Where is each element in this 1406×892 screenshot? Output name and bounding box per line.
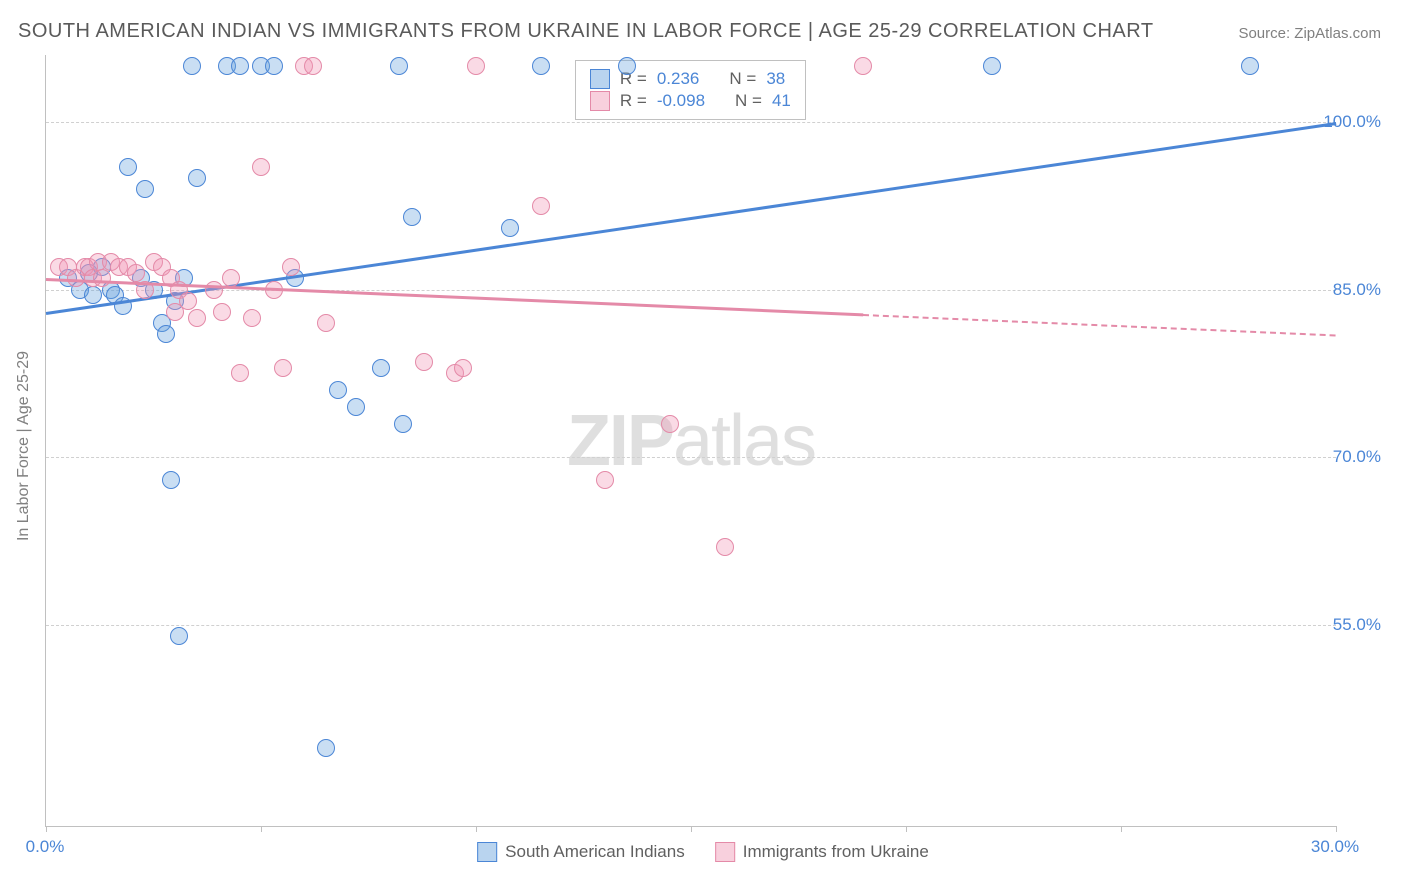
scatter-marker [243, 309, 261, 327]
gridline [46, 625, 1336, 626]
y-tick-label: 55.0% [1333, 615, 1381, 635]
scatter-marker [532, 197, 550, 215]
x-tick [476, 826, 477, 832]
scatter-marker [252, 158, 270, 176]
y-tick-label: 70.0% [1333, 447, 1381, 467]
chart-source: Source: ZipAtlas.com [1238, 25, 1381, 42]
scatter-marker [467, 57, 485, 75]
stats-box: R = 0.236 N = 38 R = -0.098 N = 41 [575, 60, 806, 120]
gridline [46, 290, 1336, 291]
scatter-marker [157, 325, 175, 343]
scatter-marker [231, 57, 249, 75]
swatch-pink [715, 842, 735, 862]
stats-row-series-1: R = -0.098 N = 41 [590, 91, 791, 111]
scatter-marker [372, 359, 390, 377]
y-tick-label: 100.0% [1323, 112, 1381, 132]
gridline [46, 122, 1336, 123]
x-tick [691, 826, 692, 832]
scatter-marker [265, 57, 283, 75]
legend-item-1: Immigrants from Ukraine [715, 842, 929, 862]
scatter-marker [415, 353, 433, 371]
y-axis-label: In Labor Force | Age 25-29 [15, 351, 33, 541]
scatter-marker [403, 208, 421, 226]
scatter-marker [347, 398, 365, 416]
scatter-marker [188, 169, 206, 187]
trend-line [863, 314, 1336, 336]
scatter-marker [127, 264, 145, 282]
scatter-marker [329, 381, 347, 399]
scatter-marker [205, 281, 223, 299]
scatter-marker [618, 57, 636, 75]
x-tick [906, 826, 907, 832]
scatter-marker [661, 415, 679, 433]
scatter-marker [183, 57, 201, 75]
scatter-marker [390, 57, 408, 75]
scatter-marker [716, 538, 734, 556]
swatch-pink [590, 91, 610, 111]
x-tick-label: 30.0% [1311, 837, 1359, 857]
x-tick [46, 826, 47, 832]
scatter-marker [532, 57, 550, 75]
scatter-marker [93, 269, 111, 287]
y-tick-label: 85.0% [1333, 280, 1381, 300]
scatter-marker [304, 57, 322, 75]
scatter-marker [84, 286, 102, 304]
gridline [46, 457, 1336, 458]
scatter-marker [1241, 57, 1259, 75]
watermark: ZIPatlas [567, 400, 815, 482]
scatter-marker [136, 180, 154, 198]
swatch-blue [590, 69, 610, 89]
chart-title: SOUTH AMERICAN INDIAN VS IMMIGRANTS FROM… [18, 20, 1154, 43]
bottom-legend: South American Indians Immigrants from U… [477, 842, 929, 862]
swatch-blue [477, 842, 497, 862]
plot-area: ZIPatlas R = 0.236 N = 38 R = -0.098 N =… [45, 55, 1336, 827]
scatter-marker [170, 627, 188, 645]
x-tick [1121, 826, 1122, 832]
scatter-marker [394, 415, 412, 433]
scatter-marker [188, 309, 206, 327]
scatter-marker [213, 303, 231, 321]
scatter-marker [454, 359, 472, 377]
scatter-marker [596, 471, 614, 489]
scatter-marker [317, 739, 335, 757]
scatter-marker [983, 57, 1001, 75]
scatter-marker [274, 359, 292, 377]
scatter-marker [162, 471, 180, 489]
scatter-marker [119, 158, 137, 176]
scatter-marker [501, 219, 519, 237]
chart-container: SOUTH AMERICAN INDIAN VS IMMIGRANTS FROM… [0, 0, 1406, 892]
legend-item-0: South American Indians [477, 842, 685, 862]
scatter-marker [854, 57, 872, 75]
x-tick-label: 0.0% [26, 837, 65, 857]
scatter-marker [179, 292, 197, 310]
x-tick [1336, 826, 1337, 832]
scatter-marker [231, 364, 249, 382]
x-tick [261, 826, 262, 832]
scatter-marker [282, 258, 300, 276]
scatter-marker [317, 314, 335, 332]
